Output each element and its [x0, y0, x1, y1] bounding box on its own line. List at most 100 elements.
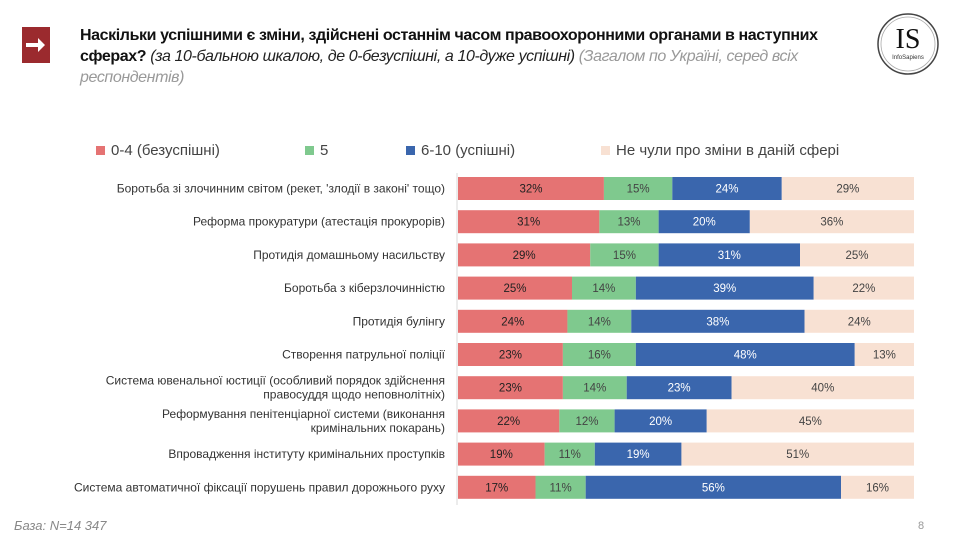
data-label: 12% — [575, 416, 598, 428]
data-label: 19% — [627, 449, 650, 461]
data-label: 29% — [513, 250, 536, 262]
bar-segment — [458, 442, 545, 466]
data-label: 13% — [617, 217, 640, 229]
bar-segment — [535, 475, 586, 499]
data-label: 23% — [499, 383, 522, 395]
data-label: 56% — [702, 482, 725, 494]
bar-segment — [804, 309, 914, 333]
bar-segment — [626, 376, 732, 400]
bar-segment — [731, 376, 914, 400]
bar-segment — [599, 210, 659, 234]
bar-segment — [562, 376, 627, 400]
bar-segment — [562, 343, 636, 366]
title-scale: (за 10-бальною шкалою, де 0-безуспішні, … — [150, 48, 575, 65]
category-label: Боротьба зі злочинним світом (рекет, 'зл… — [117, 182, 445, 196]
data-label: 32% — [519, 184, 542, 196]
title-scope: (Загалом по Україні, серед всіх респонде… — [80, 48, 798, 86]
bar-segment — [681, 442, 914, 466]
category-label: Реформа прокуратури (атестація прокурорі… — [193, 215, 445, 229]
bar-segment — [658, 243, 800, 267]
bar-segment — [614, 409, 707, 433]
data-label: 36% — [820, 217, 843, 229]
category-label: Впровадження інституту кримінальних прос… — [168, 447, 445, 461]
data-label: 25% — [503, 283, 526, 295]
data-label: 17% — [485, 482, 508, 494]
bar-segment — [672, 177, 782, 200]
bar-segment — [635, 276, 814, 300]
legend-item: 6-10 (успішні) — [406, 142, 515, 159]
data-label: 51% — [786, 449, 809, 461]
data-label: 16% — [866, 482, 889, 494]
data-label: 39% — [713, 283, 736, 295]
page-title: Наскільки успішними є зміни, здійснені о… — [80, 25, 870, 88]
bar-segment — [631, 309, 805, 333]
data-label: 22% — [852, 283, 875, 295]
data-label: 15% — [613, 250, 636, 262]
svg-text:InfoSapiens: InfoSapiens — [892, 55, 924, 61]
bar-segment — [458, 210, 600, 234]
bar-segment — [458, 409, 560, 433]
legend-item: 0-4 (безуспішні) — [96, 142, 220, 159]
bar-segment — [590, 243, 659, 267]
bar-segment — [458, 177, 604, 200]
bar-segment — [585, 475, 842, 499]
data-label: 24% — [848, 316, 871, 328]
data-label: 11% — [559, 449, 581, 461]
bar-segment — [458, 309, 568, 333]
bar-segment — [544, 442, 595, 466]
data-label: 11% — [550, 482, 572, 494]
category-label: Боротьба з кіберзлочинністю — [284, 281, 445, 295]
legend-swatch — [305, 146, 314, 155]
bar-segment — [749, 210, 914, 234]
category-label: Протидія булінгу — [353, 314, 445, 328]
data-label: 13% — [873, 350, 896, 362]
legend-label: Не чули про зміни в даній сфері — [616, 142, 840, 159]
legend-label: 0-4 (безуспішні) — [111, 142, 220, 159]
data-label: 29% — [836, 184, 859, 196]
data-label: 45% — [799, 416, 822, 428]
bar-segment — [706, 409, 914, 433]
data-label: 16% — [588, 350, 611, 362]
bar-segment — [594, 442, 682, 466]
bar-segment — [458, 343, 563, 366]
data-label: 38% — [706, 316, 729, 328]
data-label: 25% — [845, 250, 868, 262]
infosapiens-logo: IS InfoSapiens — [877, 13, 939, 75]
title-main: Наскільки успішними є зміни, здійснені о… — [80, 27, 818, 65]
legend-item: 5 — [305, 142, 328, 159]
data-label: 20% — [693, 217, 716, 229]
bar-segment — [635, 343, 855, 366]
legend-swatch — [406, 146, 415, 155]
bar-segment — [567, 309, 632, 333]
data-label: 31% — [517, 217, 540, 229]
data-label: 22% — [497, 416, 520, 428]
bar-segment — [458, 475, 536, 499]
category-label: Протидія домашньому насильству — [253, 248, 445, 262]
bar-segment — [458, 276, 572, 300]
category-label: Система автоматичної фіксації порушень п… — [74, 480, 445, 494]
bar-segment — [800, 243, 914, 267]
legend-swatch — [96, 146, 105, 155]
sample-base: База: N=14 347 — [14, 518, 107, 533]
data-label: 23% — [668, 383, 691, 395]
bar-segment — [854, 343, 914, 366]
legend-item: Не чули про зміни в даній сфері — [601, 142, 839, 159]
data-label: 24% — [716, 184, 739, 196]
bar-segment — [658, 210, 750, 234]
data-label: 14% — [592, 283, 615, 295]
bar-segment — [603, 177, 673, 200]
bar-segment — [781, 177, 914, 200]
category-label: Створення патрульної поліції — [282, 348, 446, 362]
data-label: 14% — [583, 383, 606, 395]
bar-segment — [572, 276, 636, 300]
data-label: 24% — [501, 316, 524, 328]
bar-segment — [559, 409, 615, 433]
legend-swatch — [601, 146, 610, 155]
arrow-icon — [22, 27, 50, 63]
bar-segment — [458, 243, 591, 267]
bar-segment — [841, 475, 914, 499]
legend-label: 6-10 (успішні) — [421, 142, 516, 159]
category-label: Система ювенальної юстиції (особливий по… — [106, 374, 445, 402]
